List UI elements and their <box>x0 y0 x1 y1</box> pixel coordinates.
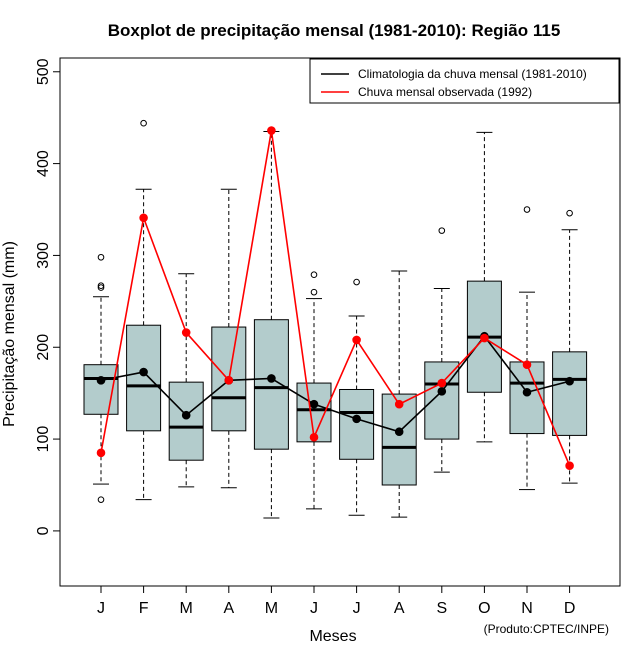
product-credit: (Produto:CPTEC/INPE) <box>484 622 609 636</box>
series-point <box>565 376 574 386</box>
y-tick-label: 400 <box>35 150 52 177</box>
box-J <box>296 271 332 510</box>
plot-area <box>83 119 588 519</box>
outlier-point <box>97 253 105 261</box>
y-tick-label: 0 <box>35 526 52 535</box>
x-tick-label: M <box>180 600 193 617</box>
series-point <box>139 367 148 377</box>
series-point <box>309 399 319 409</box>
series-point <box>394 399 404 409</box>
iqr-box <box>339 388 375 460</box>
box-D <box>552 209 588 484</box>
box-A <box>381 270 417 518</box>
chart-title: Boxplot de precipitação mensal (1981-201… <box>108 21 561 40</box>
x-axis-label: Meses <box>309 628 356 645</box>
x-tick-label: J <box>97 600 105 617</box>
box-J <box>339 278 375 516</box>
series-point <box>224 376 234 385</box>
box-N <box>509 206 545 491</box>
series-point <box>267 374 276 383</box>
y-axis-label: Precipitação mensal (mm) <box>1 241 18 427</box>
series-point <box>181 410 191 420</box>
y-axis: 0 100 200 300 400 500 <box>35 58 61 535</box>
x-tick-label: A <box>394 600 405 617</box>
series-line <box>100 130 571 467</box>
outlier-point <box>310 288 318 296</box>
series-point <box>394 427 404 437</box>
iqr-box <box>552 351 588 436</box>
outlier-point <box>310 271 318 279</box>
series-point <box>522 387 532 397</box>
series-line <box>100 334 570 433</box>
outlier-point <box>140 119 147 127</box>
series-point <box>352 414 361 424</box>
series-point <box>565 461 574 471</box>
x-tick-label: A <box>223 600 234 617</box>
box-M <box>253 130 289 519</box>
box-F <box>126 119 162 501</box>
x-tick-label: J <box>353 600 361 617</box>
series-point <box>522 360 532 369</box>
climatology-series <box>96 331 574 437</box>
series-point <box>267 126 276 135</box>
outlier-point <box>353 278 360 286</box>
box-M <box>168 273 204 488</box>
iqr-box <box>168 381 204 461</box>
series-point <box>96 448 106 458</box>
series-point <box>181 328 191 337</box>
observed-series <box>96 126 574 471</box>
legend-box <box>309 58 620 104</box>
legend-label-observed: Chuva mensal observada (1992) <box>358 85 532 99</box>
box-S <box>424 227 460 473</box>
series-point <box>309 432 319 442</box>
x-tick-label: J <box>310 600 318 617</box>
series-point <box>96 376 106 385</box>
x-tick-label: S <box>436 600 447 617</box>
outlier-point <box>523 206 531 213</box>
x-tick-label: M <box>265 600 278 617</box>
outlier-point <box>97 284 105 291</box>
x-tick-label: O <box>478 600 490 617</box>
outlier-point <box>97 496 105 503</box>
outlier-point <box>97 282 105 290</box>
outlier-point <box>438 227 446 234</box>
legend-label-climatology: Climatologia da chuva mensal (1981-2010) <box>358 67 587 81</box>
series-point <box>437 387 447 396</box>
iqr-box <box>509 361 545 435</box>
box-A <box>211 188 247 489</box>
series-point <box>352 335 361 345</box>
series-point <box>437 378 447 388</box>
x-tick-label: N <box>521 600 533 617</box>
x-tick-label: F <box>139 600 149 617</box>
series-point <box>480 333 489 343</box>
y-tick-label: 500 <box>35 58 52 85</box>
iqr-box <box>126 324 162 432</box>
y-tick-label: 200 <box>35 334 52 361</box>
y-tick-label: 300 <box>35 242 52 269</box>
box-O <box>466 131 502 443</box>
x-tick-label: D <box>564 600 576 617</box>
series-point <box>139 213 148 223</box>
iqr-box <box>424 361 460 440</box>
iqr-box <box>253 319 289 450</box>
iqr-box <box>381 393 417 486</box>
outlier-point <box>566 209 573 217</box>
legend: Climatologia da chuva mensal (1981-2010)… <box>309 58 620 104</box>
y-tick-label: 100 <box>35 426 52 453</box>
